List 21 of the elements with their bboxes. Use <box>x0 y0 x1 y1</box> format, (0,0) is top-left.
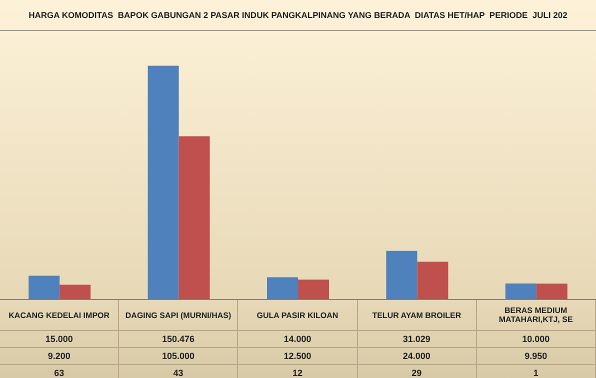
data-label: 31.029 <box>358 331 477 347</box>
text: 43 <box>119 365 238 378</box>
text: 12 <box>238 365 358 378</box>
data-label: 105.000 <box>119 348 238 364</box>
x-tick-label: GULA PASIR KILOAN <box>238 300 358 330</box>
x-tick-label: TELUR AYAM BROILER <box>358 300 477 330</box>
chart-title: HARGA KOMODITAS BAPOK GABUNGAN 2 PASAR INDUK PANGKALPINANG YANG BERADA DIATAS HET/HAP PERIODE JULI 202 <box>0 0 596 31</box>
data-label: 9.200 <box>0 348 120 364</box>
data-label: 10.000 <box>476 331 596 347</box>
data-label: 24.000 <box>358 348 477 364</box>
x-tick-label: DAGING SAPI (MURNI/HAS) <box>119 300 238 330</box>
text: 29 <box>358 365 477 378</box>
data-label: 12.500 <box>238 348 358 364</box>
x-tick-label: BERAS MEDIUM MATAHARI,KTJ, SE <box>476 300 596 330</box>
data-label: 150.476 <box>119 331 238 347</box>
text: 1 <box>476 365 596 378</box>
data-label: 9.950 <box>476 348 596 364</box>
data-label: 15.000 <box>0 331 120 347</box>
data-label: 14.000 <box>238 331 358 347</box>
x-tick-label: KACANG KEDELAI IMPOR <box>0 300 120 330</box>
text: 63 <box>0 365 120 378</box>
